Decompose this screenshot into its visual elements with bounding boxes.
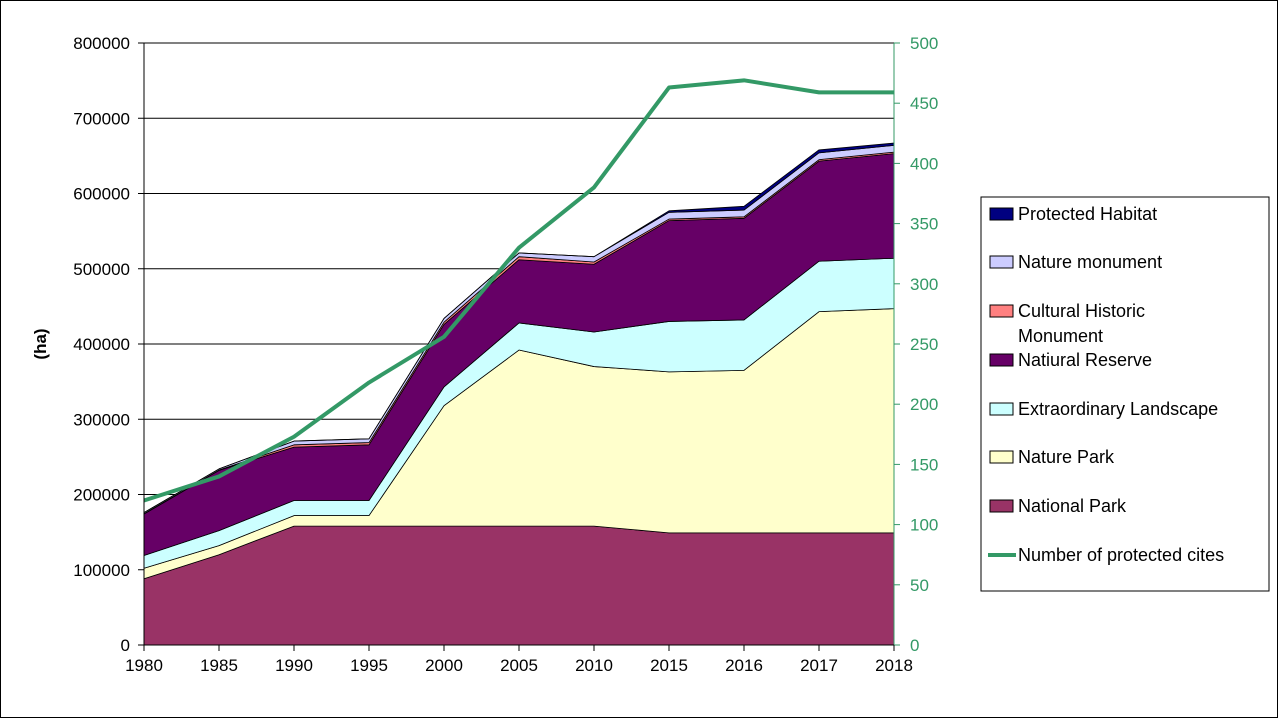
legend-swatch-extraordinary-landscape	[989, 402, 1014, 416]
y-tick-label: 100000	[73, 561, 130, 580]
y-tick-label: 400000	[73, 335, 130, 354]
legend-label-nature-park: Nature Park	[1018, 447, 1115, 467]
x-tick-label: 1985	[200, 656, 238, 675]
area-national-park	[143, 525, 895, 646]
y2-tick-label: 150	[910, 455, 938, 474]
x-tick-label: 1995	[350, 656, 388, 675]
y-tick-label: 600000	[73, 185, 130, 204]
y2-tick-label: 500	[910, 34, 938, 53]
x-tick-label: 2016	[725, 656, 763, 675]
legend-label-natiural-reserve: Natiural Reserve	[1018, 350, 1152, 370]
legend-swatch-nature-park	[989, 450, 1014, 464]
legend-swatch-national-park	[989, 499, 1014, 513]
y2-tick-label: 400	[910, 154, 938, 173]
legend-label-nature-monument: Nature monument	[1018, 252, 1162, 272]
line-series	[143, 78, 895, 503]
legend-swatch-natiural-reserve	[989, 353, 1014, 367]
x-tick-label: 1990	[275, 656, 313, 675]
y2-tick-label: 350	[910, 215, 938, 234]
axes: 0 100000 200000 300000 400000 500000 600000 700…	[73, 34, 938, 675]
y-tick-label: 700000	[73, 109, 130, 128]
legend-label-number-of-protected-cites: Number of protected cites	[1018, 545, 1224, 565]
x-tick-label: 2017	[800, 656, 838, 675]
legend-label-extraordinary-landscape: Extraordinary Landscape	[1018, 399, 1218, 419]
legend-swatch-nature-monument	[989, 255, 1014, 269]
x-tick-label: 2010	[575, 656, 613, 675]
y2-tick-label: 200	[910, 395, 938, 414]
y-tick-label: 200000	[73, 486, 130, 505]
y-tick-label: 0	[121, 636, 130, 655]
x-tick-label: 2018	[875, 656, 913, 675]
legend-box	[980, 196, 1270, 592]
y2-tick-label: 450	[910, 94, 938, 113]
legend-label-protected-habitat: Protected Habitat	[1018, 204, 1157, 224]
y-tick-label: 300000	[73, 410, 130, 429]
legend-swatch-cultural-historic-monument	[989, 304, 1014, 318]
x-tick-label: 2005	[500, 656, 538, 675]
legend-label-cultural-historic-monument: Cultural Historic Monument	[1018, 301, 1145, 346]
y2-tick-label: 0	[910, 636, 919, 655]
y2-tick-label: 50	[910, 576, 929, 595]
legend-swatch-protected-habitat	[989, 207, 1014, 221]
x-tick-label: 2000	[425, 656, 463, 675]
y2-tick-label: 300	[910, 275, 938, 294]
y-tick-label: 500000	[73, 260, 130, 279]
legend-label-national-park: National Park	[1018, 496, 1127, 516]
y-axis-label: (ha)	[31, 328, 50, 359]
y2-tick-label: 250	[910, 335, 938, 354]
x-tick-label: 1980	[125, 656, 163, 675]
x-tick-label: 2015	[650, 656, 688, 675]
stacked-areas	[143, 142, 895, 646]
y-tick-label: 800000	[73, 34, 130, 53]
y2-tick-label: 100	[910, 516, 938, 535]
legend: Protected Habitat Nature monument Cultural…	[980, 196, 1270, 592]
